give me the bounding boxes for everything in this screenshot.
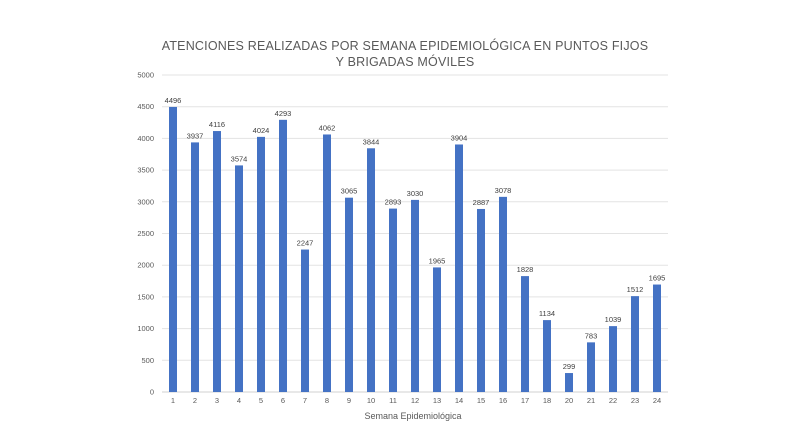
- data-label: 3065: [341, 187, 358, 196]
- data-label: 3030: [407, 189, 424, 198]
- x-tick-label: 20: [565, 396, 573, 405]
- y-tick-label: 4000: [137, 134, 154, 143]
- y-axis-ticks: 0 500 1000 1500 2000 2500 3000 3500 4000 4500 5000: [137, 71, 154, 397]
- data-label: 1828: [517, 265, 534, 274]
- x-tick-label: 10: [367, 396, 375, 405]
- x-tick-label: 13: [433, 396, 441, 405]
- chart-title-line-2: Y BRIGADAS MÓVILES: [336, 54, 475, 69]
- data-label: 4024: [253, 126, 270, 135]
- data-label: 4496: [165, 96, 182, 105]
- y-tick-label: 1500: [137, 292, 154, 301]
- x-tick-label: 9: [347, 396, 351, 405]
- y-tick-label: 0: [150, 388, 154, 397]
- x-tick-label: 2: [193, 396, 197, 405]
- bar-week-10: [367, 148, 375, 392]
- data-labels: 4496 3937 4116 3574 4024 4293 2247 4062 3065 3844…: [165, 96, 666, 371]
- bar-week-5: [257, 136, 265, 392]
- y-tick-label: 2500: [137, 229, 154, 238]
- data-label: 1965: [429, 256, 446, 265]
- bar-week-4: [235, 165, 243, 392]
- bar-week-9: [345, 197, 353, 392]
- data-label: 299: [563, 362, 576, 371]
- bar-week-24: [653, 284, 661, 392]
- y-tick-label: 3500: [137, 166, 154, 175]
- data-label: 2247: [297, 239, 314, 248]
- x-tick-label: 5: [259, 396, 263, 405]
- data-label: 1512: [627, 285, 644, 294]
- data-label: 1695: [649, 274, 666, 283]
- chart-title-line-1: ATENCIONES REALIZADAS POR SEMANA EPIDEMI…: [162, 38, 649, 53]
- x-tick-label: 1: [171, 396, 175, 405]
- bar-week-7: [301, 249, 309, 392]
- data-label: 4062: [319, 123, 336, 132]
- x-tick-label: 24: [653, 396, 661, 405]
- data-label: 783: [585, 331, 598, 340]
- bar-week-14: [455, 144, 463, 392]
- bar-week-11: [389, 208, 397, 392]
- y-tick-label: 500: [141, 356, 154, 365]
- x-tick-label: 7: [303, 396, 307, 405]
- bar-week-20: [565, 373, 573, 392]
- bar-week-18: [543, 320, 551, 392]
- bar-week-6: [279, 119, 287, 393]
- data-label: 3078: [495, 186, 512, 195]
- x-tick-label: 22: [609, 396, 617, 405]
- x-tick-label: 3: [215, 396, 219, 405]
- bar-week-3: [213, 131, 221, 392]
- data-label: 2887: [473, 198, 490, 207]
- x-tick-label: 18: [543, 396, 551, 405]
- bar-week-8: [323, 134, 331, 393]
- data-label: 4116: [209, 120, 225, 129]
- bar-week-12: [411, 199, 419, 392]
- y-tick-label: 3000: [137, 197, 154, 206]
- x-tick-label: 14: [455, 396, 463, 405]
- data-label: 3844: [363, 137, 380, 146]
- data-label: 3904: [451, 133, 468, 142]
- bar-week-2: [191, 142, 199, 392]
- data-label: 3937: [187, 131, 204, 140]
- bar-week-21: [587, 342, 595, 392]
- x-tick-label: 21: [587, 396, 595, 405]
- bar-week-1: [169, 106, 177, 392]
- bar-week-16: [499, 196, 507, 392]
- bar-week-13: [433, 267, 441, 392]
- x-axis-ticks: 1 2 3 4 5 6 7 8 9 10 11 12 13 14 15 16 17 18 20 21 22 23 24: [171, 396, 661, 405]
- x-tick-label: 8: [325, 396, 329, 405]
- x-tick-label: 16: [499, 396, 507, 405]
- data-label: 4293: [275, 109, 292, 118]
- bars: [169, 106, 661, 393]
- x-tick-label: 12: [411, 396, 419, 405]
- x-tick-label: 11: [389, 396, 397, 405]
- x-tick-label: 6: [281, 396, 285, 405]
- y-tick-label: 5000: [137, 71, 154, 80]
- x-tick-label: 4: [237, 396, 241, 405]
- y-tick-label: 4500: [137, 102, 154, 111]
- x-axis-title: Semana Epidemiológica: [364, 411, 461, 421]
- x-tick-label: 23: [631, 396, 639, 405]
- data-label: 2893: [385, 198, 402, 207]
- data-label: 3574: [231, 154, 248, 163]
- x-tick-label: 17: [521, 396, 529, 405]
- data-label: 1134: [539, 309, 555, 318]
- x-tick-label: 15: [477, 396, 485, 405]
- bar-week-23: [631, 296, 639, 392]
- y-tick-label: 1000: [137, 324, 154, 333]
- bar-week-22: [609, 326, 617, 392]
- bar-week-17: [521, 276, 529, 392]
- data-label: 1039: [605, 315, 622, 324]
- bar-week-15: [477, 208, 485, 392]
- y-tick-label: 2000: [137, 261, 154, 270]
